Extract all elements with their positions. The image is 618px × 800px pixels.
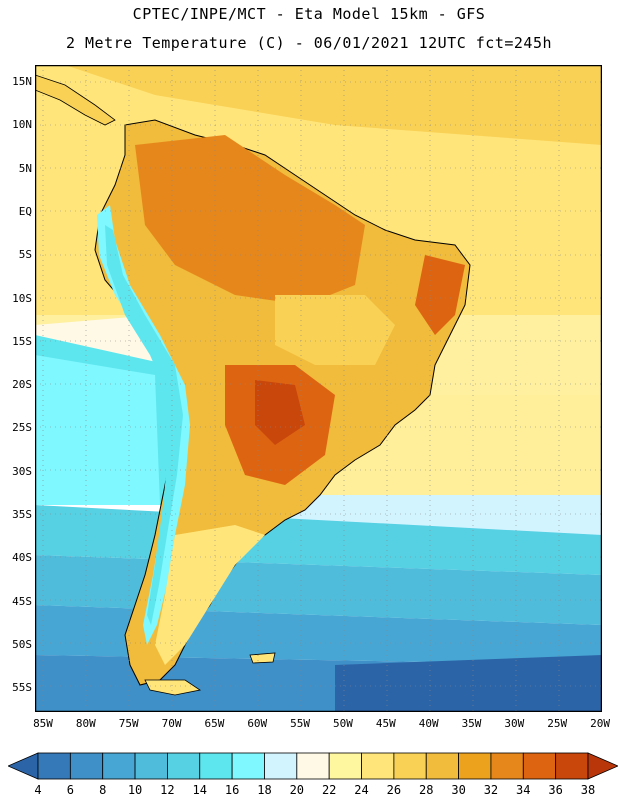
colorbar-swatch (102, 752, 136, 780)
andes-cold (105, 225, 183, 625)
hot-region (415, 255, 465, 335)
lon-label: 25W (547, 717, 568, 730)
ocean-band (35, 355, 160, 505)
colorbar-swatch (296, 752, 330, 780)
lat-label: 50S (12, 637, 32, 651)
lat-label: 15N (12, 75, 32, 88)
lon-label: 20W (590, 717, 610, 730)
tierra-del-fuego (144, 679, 202, 696)
warm-ocean (65, 65, 602, 145)
lat-label: EQ (18, 204, 32, 218)
lon-label: 35W (461, 717, 482, 730)
lon-label: 85W (33, 717, 53, 730)
chart-subtitle: 2 Metre Temperature (C) - 06/01/2021 12U… (65, 34, 553, 52)
colorbar-max-arrow (587, 752, 618, 780)
lat-label: 45S (12, 594, 32, 608)
lon-label: 40W (418, 717, 439, 730)
colorbar-label: 38 (580, 783, 596, 797)
colorbar-swatch (328, 752, 362, 780)
colorbar-label: 22 (321, 783, 337, 797)
lon-label: 70W (161, 717, 182, 730)
colorbar-label: 18 (257, 783, 272, 797)
ocean-band (335, 655, 602, 712)
falkland-islands (249, 652, 276, 664)
chart-title: CPTEC/INPE/MCT - Eta Model 15km - GFS (132, 5, 486, 23)
colorbar-swatch (458, 752, 492, 780)
colorbar (8, 752, 618, 780)
lat-label: 25S (12, 421, 32, 435)
colorbar-label: 14 (192, 783, 207, 797)
colorbar-min-arrow (8, 752, 39, 780)
lat-label: 30S (12, 464, 32, 478)
colorbar-swatch (490, 752, 524, 780)
lat-label: 15S (12, 334, 32, 348)
colorbar-label: 30 (451, 783, 466, 797)
lat-label: 40S (12, 551, 32, 565)
colorbar-swatch (555, 752, 589, 780)
colorbar-swatch (134, 752, 168, 780)
colorbar-swatch (231, 752, 265, 780)
colorbar-swatch (199, 752, 233, 780)
colorbar-label: 32 (483, 783, 499, 797)
colorbar-label: 6 (66, 783, 74, 797)
lat-label: 55S (12, 681, 32, 695)
colorbar-label: 8 (99, 783, 107, 797)
lat-label: 10S (12, 291, 32, 305)
colorbar-label: 16 (224, 783, 240, 797)
colorbar-swatch (361, 752, 395, 780)
warm-region (275, 295, 395, 365)
lon-label: 75W (118, 717, 139, 730)
lat-label: 20S (12, 378, 32, 392)
colorbar-label: 26 (386, 783, 402, 797)
colorbar-swatch (264, 752, 298, 780)
lon-label: 60W (247, 717, 268, 730)
colorbar-label: 10 (127, 783, 143, 797)
lon-label: 30W (504, 717, 525, 730)
lon-label: 65W (204, 717, 225, 730)
temperature-map (35, 65, 602, 712)
lat-label: 5N (18, 161, 32, 175)
lat-label: 35S (12, 508, 32, 521)
lon-label: 45W (375, 717, 396, 730)
colorbar-swatch (37, 752, 71, 780)
patagonia-cool (155, 525, 265, 665)
colorbar-label: 36 (548, 783, 563, 797)
lon-label: 50W (333, 717, 353, 730)
hot-region (255, 380, 305, 445)
colorbar-label: 28 (419, 783, 434, 797)
map-frame (35, 65, 602, 712)
hot-region (135, 135, 365, 305)
lon-label: 55W (290, 717, 311, 730)
lat-label: 10N (12, 118, 32, 132)
colorbar-swatch (167, 752, 201, 780)
colorbar-label: 24 (354, 783, 369, 797)
colorbar-label: 12 (160, 783, 175, 797)
lat-label: 5S (18, 248, 32, 262)
colorbar-swatch (393, 752, 427, 780)
lon-label: 80W (75, 717, 96, 730)
colorbar-label: 34 (516, 783, 531, 797)
colorbar-swatch (425, 752, 459, 780)
central-america (35, 74, 116, 126)
colorbar-label: 4 (34, 783, 42, 797)
colorbar-label: 20 (289, 783, 305, 797)
colorbar-swatch (522, 752, 557, 780)
colorbar-swatch (69, 752, 104, 780)
